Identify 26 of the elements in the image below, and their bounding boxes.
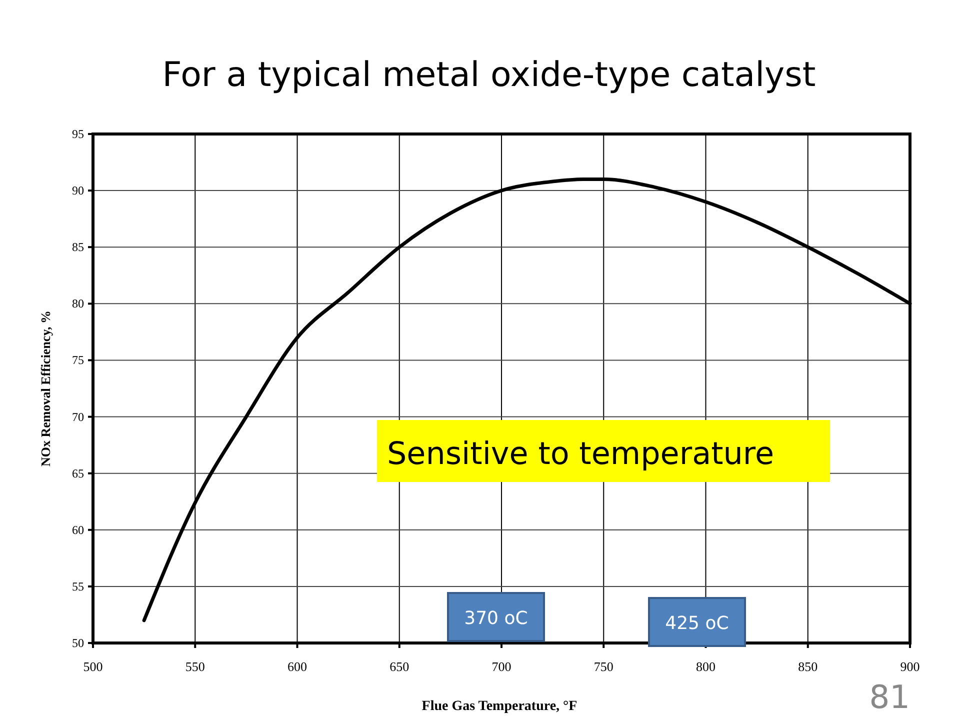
y-axis-title: NOx Removal Efficiency, % bbox=[38, 310, 53, 466]
y-tick-label: 95 bbox=[72, 127, 84, 141]
y-tick-label: 70 bbox=[72, 410, 84, 424]
text: 81 bbox=[869, 678, 910, 716]
y-tick-label: 75 bbox=[72, 353, 84, 368]
chart-title: For a typical metal oxide-type catalyst bbox=[162, 55, 816, 95]
x-tick-label: 750 bbox=[594, 659, 614, 674]
y-tick-label: 85 bbox=[72, 240, 84, 254]
annotation: Sensitive to temperature bbox=[387, 436, 774, 472]
y-tick-label: 55 bbox=[72, 579, 84, 594]
y-tick-label: 90 bbox=[72, 184, 84, 198]
annotation: 370 oC bbox=[464, 608, 528, 629]
x-tick-label: 800 bbox=[696, 659, 716, 674]
x-tick-label: 650 bbox=[390, 659, 410, 674]
y-tick-label: 65 bbox=[72, 466, 84, 480]
x-tick-label: 850 bbox=[798, 659, 818, 674]
y-tick-label: 50 bbox=[72, 636, 84, 650]
y-tick-label: 60 bbox=[72, 522, 84, 537]
x-tick-label: 600 bbox=[288, 659, 307, 674]
y-tick-label: 80 bbox=[72, 296, 84, 311]
x-tick-label: 900 bbox=[900, 659, 920, 674]
x-axis-title: Flue Gas Temperature, °F bbox=[422, 699, 578, 714]
x-tick-label: 500 bbox=[83, 659, 103, 674]
annotation: 425 oC bbox=[665, 613, 729, 634]
x-tick-label: 700 bbox=[492, 659, 512, 674]
x-tick-label: 550 bbox=[185, 659, 205, 674]
